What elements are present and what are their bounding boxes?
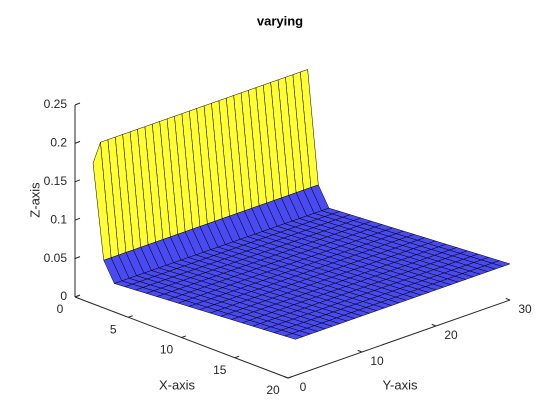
x-tick-label: 10 [160,343,174,357]
y-tick [283,375,289,379]
y-axis-line [287,299,511,379]
z-tick-label: 0.25 [44,97,68,111]
y-tick-label: 30 [518,302,532,316]
y-tick-label: 0 [300,380,307,394]
x-tick [181,335,187,338]
y-tick [357,349,363,353]
x-axis-label: X-axis [159,377,196,392]
x-tick-label: 0 [57,302,64,316]
z-tick-label: 0.2 [50,136,67,150]
z-tick [74,140,81,144]
z-axis-label: Z-axis [27,182,42,218]
y-tick [505,297,511,301]
z-tick [74,102,81,106]
chart-title: varying [257,13,303,28]
y-tick-label: 10 [370,354,384,368]
surface-patch [284,333,304,340]
z-tick-label: 0 [60,289,67,303]
z-tick-label: 0.05 [44,251,68,265]
y-tick [431,323,437,327]
z-tick-label: 0.1 [50,212,67,226]
x-tick-label: 15 [213,363,227,377]
x-tick [287,375,293,379]
y-tick-label: 20 [444,328,458,342]
x-tick-label: 20 [266,383,280,397]
z-tick [74,217,81,221]
z-tick [74,256,81,260]
x-tick [234,355,240,359]
y-axis-label: Y-axis [383,377,418,392]
z-tick [74,179,81,183]
z-tick [74,294,81,298]
x-tick [128,315,133,318]
x-tick-label: 5 [110,322,117,336]
z-tick-label: 0.15 [44,174,68,188]
